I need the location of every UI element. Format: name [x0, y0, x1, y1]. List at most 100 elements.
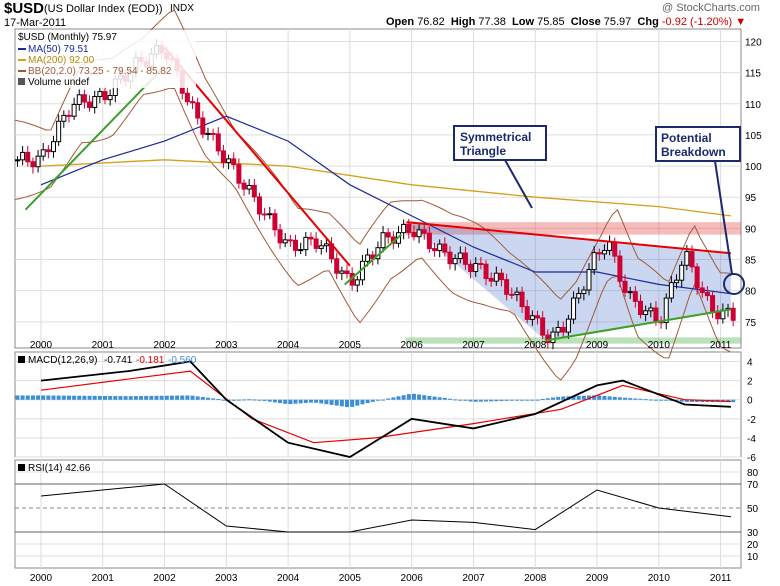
candle-body [339, 270, 345, 274]
x-tick-label-bottom: 2002 [153, 573, 176, 584]
candle-body [668, 282, 674, 299]
breakdown-label-2: Breakdown [661, 145, 726, 159]
price-tick-label: 85 [745, 256, 757, 267]
candle-body [421, 229, 427, 234]
candle-body [354, 279, 360, 286]
macd-hist-bar [355, 399, 360, 406]
x-tick-label-top: 2001 [92, 340, 115, 351]
series [14, 9, 736, 533]
candle-body [524, 306, 530, 320]
macd-hist-bar [149, 395, 154, 400]
macd-hist-bar [643, 399, 648, 401]
candle-body [411, 231, 417, 238]
macd-hist-bar [185, 395, 190, 400]
candle-body [298, 249, 304, 252]
macd-hist-bar [87, 395, 92, 400]
macd-hist-bar [370, 399, 375, 402]
candle-body [663, 297, 669, 324]
x-tick-label-top: 2006 [401, 340, 424, 351]
macd-hist-bar [164, 395, 169, 400]
candle-body [246, 184, 252, 190]
macd-tick-label: 4 [747, 358, 753, 369]
macd-hist-bar [288, 399, 293, 405]
candle-body [256, 196, 262, 215]
macd-hist-bar [695, 399, 700, 402]
low-label: Low [512, 16, 535, 28]
chart-name: (US Dollar Index (EOD)) [44, 3, 163, 15]
legend-macd-swatch [18, 356, 25, 363]
macd-hist-bar [108, 396, 113, 400]
macd-hist-bar [123, 396, 128, 400]
macd-hist-bar [77, 395, 82, 400]
macd-hist-bar [484, 399, 489, 402]
price-tick-label: 80 [745, 287, 757, 298]
candle-body [519, 291, 525, 308]
breakdown-annotation: Potential Breakdown [655, 126, 745, 295]
candle-body [637, 300, 643, 316]
x-tick-label-bottom: 2004 [277, 573, 300, 584]
macd-hist-bar [72, 395, 77, 400]
macd-hist-bar [581, 395, 586, 400]
candle-body [591, 252, 597, 271]
high-value: 77.38 [478, 16, 506, 28]
legend-ma50: MA(50) 79.51 [28, 44, 89, 55]
macd-hist-bar [82, 395, 87, 400]
macd-hist-bar [375, 399, 380, 401]
macd-hist-bar [25, 395, 30, 400]
legend-macd-hist: -0.560 [168, 355, 197, 366]
candle-body [555, 327, 561, 333]
price-tick-label: 75 [745, 318, 757, 329]
macd-hist-bar [447, 398, 452, 400]
macd-hist-bar [144, 395, 149, 400]
macd-hist-bar [550, 397, 555, 400]
x-tick-label-bottom: 2003 [215, 573, 238, 584]
macd-hist-bar [571, 396, 576, 400]
macd-tick-label: -6 [747, 453, 756, 464]
macd-hist-bar [597, 395, 602, 400]
macd-hist-bar [592, 395, 597, 400]
macd-hist-bar [159, 395, 164, 400]
macd-hist-bar [587, 395, 592, 400]
candle-body [45, 149, 51, 153]
grid [15, 29, 741, 568]
macd-hist-bar [319, 399, 324, 404]
macd-hist-bar [556, 396, 561, 400]
candle-body [313, 238, 319, 249]
candle-body [550, 331, 556, 344]
legend-bb: BB(20,2.0) 73.25 - 79.54 - 85.82 [28, 66, 172, 77]
macd-line [40, 360, 731, 458]
x-tick-label-top: 2000 [30, 340, 53, 351]
triangle-label-1: Symmetrical [460, 130, 531, 144]
candle-body [92, 95, 98, 108]
macd-hist-bar [386, 398, 391, 400]
macd-hist-bar [92, 395, 97, 400]
price-band [405, 222, 741, 235]
chg-value: -0.92 (-1.20%) [661, 16, 733, 28]
macd-hist-bar [339, 399, 344, 407]
candle-body [293, 239, 299, 251]
candle-body [262, 213, 268, 216]
chart-date: 17-Mar-2011 [4, 17, 67, 29]
candle-body [493, 272, 499, 282]
candle-body [576, 293, 582, 299]
macd-hist-bar [103, 395, 108, 400]
macd-hist-bar [329, 399, 334, 405]
macd-hist-bar [267, 399, 272, 402]
candle-body [540, 317, 546, 336]
candle-body [607, 241, 613, 252]
trendlines [24, 47, 732, 342]
low-value: 75.85 [537, 16, 565, 28]
candle-body [401, 223, 407, 234]
macd-hist-bar [664, 399, 669, 401]
trendline-red [406, 221, 732, 255]
candle-body [102, 91, 108, 101]
candle-body [432, 248, 438, 252]
macd-hist-bar [540, 398, 545, 400]
candle-body [56, 120, 62, 143]
open-value: 76.82 [417, 16, 445, 28]
candle-body [674, 279, 680, 284]
x-tick-label-bottom: 2007 [462, 573, 485, 584]
macd-hist-bar [453, 399, 458, 401]
candle-body [571, 297, 577, 320]
